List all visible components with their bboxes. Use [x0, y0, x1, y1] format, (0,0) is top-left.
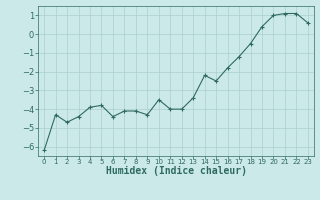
X-axis label: Humidex (Indice chaleur): Humidex (Indice chaleur)	[106, 166, 246, 176]
